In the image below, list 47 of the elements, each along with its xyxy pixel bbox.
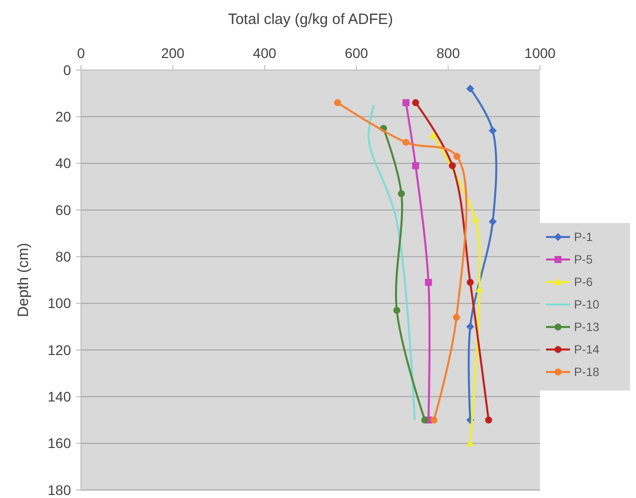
legend-label: P-1 (574, 230, 593, 244)
y-tick-label: 80 (55, 248, 72, 265)
point (471, 215, 480, 222)
y-tick-label: 140 (48, 388, 72, 405)
y-tick-label: 40 (55, 155, 72, 172)
point (402, 99, 410, 106)
legend-label: P-14 (574, 342, 600, 357)
point (452, 314, 460, 321)
point (488, 126, 497, 135)
point (430, 416, 438, 424)
x-tick-label: 600 (344, 45, 368, 61)
point (412, 99, 420, 106)
legend-label: P-13 (574, 320, 600, 334)
y-axis-title: Depth (cm) (15, 242, 32, 318)
x-tick-label: 400 (252, 45, 276, 61)
y-tick-label: 0 (63, 62, 72, 78)
x-tick-label: 0 (77, 45, 86, 61)
x-tick-label: 800 (436, 45, 460, 61)
point (448, 162, 456, 170)
legend-label: P-5 (574, 252, 593, 267)
legend-label: P-6 (574, 275, 593, 290)
y-tick-label: 100 (48, 295, 72, 312)
y-tick-label: 120 (48, 342, 72, 358)
point (424, 278, 432, 286)
point (393, 306, 400, 314)
point (466, 278, 474, 286)
x-axis-title: Total clay (g/kg of ADFE) (228, 11, 394, 28)
y-tick-label: 20 (55, 108, 72, 125)
point (412, 162, 420, 170)
x-tick-label: 1000 (524, 45, 556, 61)
y-tick-label: 60 (55, 202, 72, 218)
y-tick-label: 180 (48, 482, 72, 498)
point (488, 218, 497, 226)
point (402, 138, 410, 146)
point (453, 152, 460, 160)
point (334, 99, 342, 106)
point (421, 416, 428, 424)
x-tick-label: 200 (161, 45, 185, 61)
point (466, 84, 474, 93)
line-series (368, 104, 416, 421)
point (429, 131, 438, 138)
point (466, 322, 474, 331)
point (398, 190, 405, 198)
legend-label: P-18 (574, 365, 600, 380)
y-tick-label: 160 (48, 435, 72, 452)
legend-label: P-10 (574, 298, 600, 312)
point (485, 416, 492, 424)
